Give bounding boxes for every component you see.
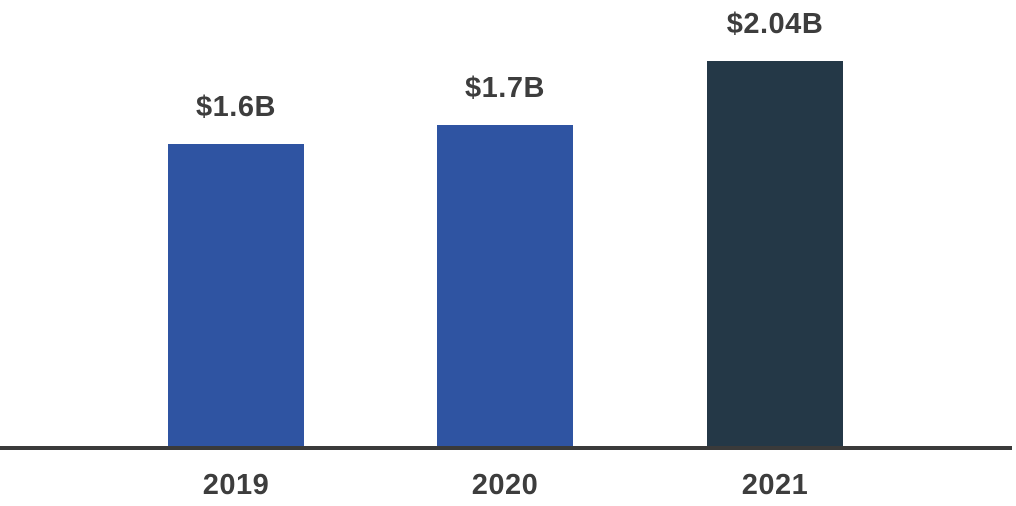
bar-group-2020: $1.7B 2020 — [437, 0, 573, 506]
bar-group-2019: $1.6B 2019 — [168, 0, 304, 506]
x-axis-label-2021: 2021 — [741, 469, 809, 501]
bar-2020 — [437, 125, 573, 446]
bar-value-label-2021: $2.04B — [726, 8, 824, 40]
bar-2019 — [168, 144, 304, 446]
x-axis-label-2020: 2020 — [471, 469, 539, 501]
bar-value-label-2020: $1.7B — [465, 72, 545, 104]
x-axis-label-2019: 2019 — [202, 469, 270, 501]
bar-2021 — [707, 61, 843, 446]
bar-value-label-2019: $1.6B — [196, 91, 276, 123]
x-axis-line — [0, 446, 1012, 450]
bar-group-2021: $2.04B 2021 — [707, 0, 843, 506]
